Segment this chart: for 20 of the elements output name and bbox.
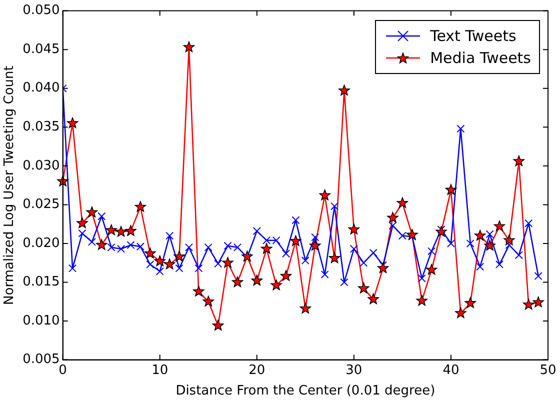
y-tick-label: 0.045 <box>22 42 60 57</box>
x-axis-title: Distance From the Center (0.01 degree) <box>176 384 436 399</box>
x-tick-label: 30 <box>346 362 362 378</box>
x-tick-label: 50 <box>540 362 556 378</box>
x-tick-label: 40 <box>442 362 460 378</box>
x-tick-label: 10 <box>152 362 168 378</box>
y-tick-label: 0.010 <box>22 313 60 328</box>
y-tick-label: 0.025 <box>22 197 60 212</box>
y-tick-label: 0.050 <box>22 3 60 18</box>
legend-label: Media Tweets <box>430 48 531 69</box>
y-tick-label: 0.020 <box>22 236 60 251</box>
x-tick-label: 20 <box>248 362 266 378</box>
y-tick-label: 0.030 <box>22 158 60 174</box>
y-tick-label: 0.035 <box>22 120 60 135</box>
x-tick-label: 0 <box>58 362 67 378</box>
y-axis-title: Normalized Log User Tweeting Count <box>2 66 18 305</box>
y-tick-label: 0.040 <box>22 80 60 96</box>
y-tick-label: 0.005 <box>22 352 60 368</box>
y-tick-label: 0.015 <box>22 274 60 290</box>
legend-label: Text Tweets <box>430 26 516 47</box>
